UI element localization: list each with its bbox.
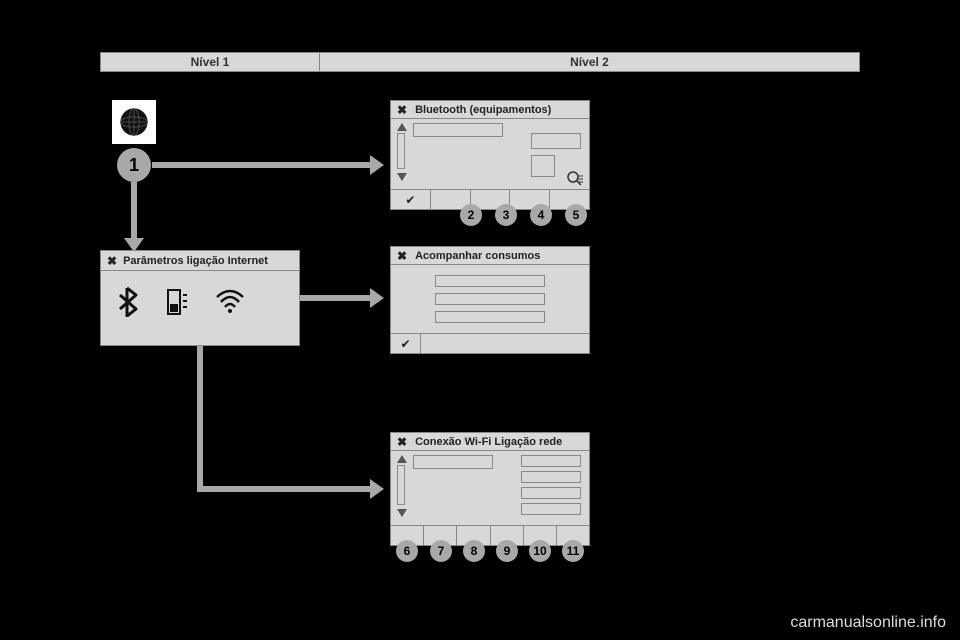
num-8: 8 — [463, 540, 485, 562]
num-5: 5 — [565, 204, 587, 226]
cons-row-1 — [435, 275, 545, 287]
step-1-label: 1 — [129, 155, 139, 176]
cons-footer-rest — [421, 334, 589, 353]
globe-icon — [117, 105, 151, 139]
bt-field-2 — [531, 155, 555, 177]
close-icon[interactable]: ✖ — [397, 249, 407, 263]
wifi-panel: ✖ Conexão Wi-Fi Ligação rede — [390, 432, 590, 546]
num-9: 9 — [496, 540, 518, 562]
num-2: 2 — [460, 204, 482, 226]
bt-panel-title: Bluetooth (equipamentos) — [415, 104, 551, 116]
wifi-panel-title: Conexão Wi-Fi Ligação rede — [415, 436, 562, 448]
scroll-up-icon[interactable] — [397, 123, 407, 131]
settings-icon[interactable] — [567, 171, 583, 187]
watermark: carmanualsonline.info — [790, 614, 946, 632]
wifi-panel-header: ✖ Conexão Wi-Fi Ligação rede — [391, 433, 589, 451]
cons-panel-footer: ✔ — [391, 333, 589, 353]
wifi-panel-body — [391, 451, 589, 525]
bt-panel-body — [391, 119, 589, 189]
bt-confirm[interactable]: ✔ — [391, 190, 431, 209]
wifi-panel-footer — [391, 525, 589, 545]
arrow-to-bt — [152, 162, 370, 168]
cons-row-2 — [435, 293, 545, 305]
scrollbar-track[interactable] — [397, 133, 405, 169]
close-icon[interactable]: ✖ — [397, 435, 407, 449]
bt-field-1 — [531, 133, 581, 149]
step-1-circle: 1 — [117, 148, 151, 182]
bt-panel-footer: ✔ — [391, 189, 589, 209]
close-icon[interactable]: ✖ — [107, 254, 117, 268]
num-7: 7 — [430, 540, 452, 562]
scroll-down-icon[interactable] — [397, 173, 407, 181]
arrow-to-cons — [300, 295, 370, 301]
level-header: Nível 1 Nível 2 — [100, 52, 860, 72]
main-panel-header: ✖ Parâmetros ligação Internet — [101, 251, 299, 271]
num-10: 10 — [529, 540, 551, 562]
wifi-field-1 — [521, 455, 581, 467]
cons-confirm[interactable]: ✔ — [391, 334, 421, 353]
cons-panel-body — [391, 265, 589, 333]
arrow-to-wifi-h — [197, 486, 370, 492]
cons-panel-header: ✖ Acompanhar consumos — [391, 247, 589, 265]
level2-header: Nível 2 — [320, 52, 860, 72]
arrow-to-bt-head — [370, 155, 384, 175]
bt-panel-header: ✖ Bluetooth (equipamentos) — [391, 101, 589, 119]
num-3: 3 — [495, 204, 517, 226]
arrow-to-wifi-head — [370, 479, 384, 499]
scroll-up-icon[interactable] — [397, 455, 407, 463]
num-11: 11 — [562, 540, 584, 562]
main-panel-icons — [101, 271, 299, 333]
num-6: 6 — [396, 540, 418, 562]
data-usage-icon[interactable] — [165, 287, 189, 317]
bt-device-field — [413, 123, 503, 137]
wifi-field-2 — [521, 471, 581, 483]
level1-header: Nível 1 — [100, 52, 320, 72]
scrollbar-track[interactable] — [397, 465, 405, 505]
globe-icon-box — [112, 100, 156, 144]
wifi-network-field — [413, 455, 493, 469]
cons-panel-title: Acompanhar consumos — [415, 250, 540, 262]
bluetooth-icon[interactable] — [115, 287, 139, 317]
main-panel-title: Parâmetros ligação Internet — [123, 255, 268, 267]
wifi-field-3 — [521, 487, 581, 499]
cons-row-3 — [435, 311, 545, 323]
wifi-field-4 — [521, 503, 581, 515]
arrow-to-wifi-v — [197, 346, 203, 486]
scroll-down-icon[interactable] — [397, 509, 407, 517]
close-icon[interactable]: ✖ — [397, 103, 407, 117]
num-4: 4 — [530, 204, 552, 226]
bluetooth-panel: ✖ Bluetooth (equipamentos) ✔ — [390, 100, 590, 210]
arrow-to-cons-head — [370, 288, 384, 308]
wifi-icon[interactable] — [215, 289, 245, 315]
main-panel: ✖ Parâmetros ligação Internet — [100, 250, 300, 346]
consumos-panel: ✖ Acompanhar consumos ✔ — [390, 246, 590, 354]
arrow-step1-down — [131, 182, 137, 238]
